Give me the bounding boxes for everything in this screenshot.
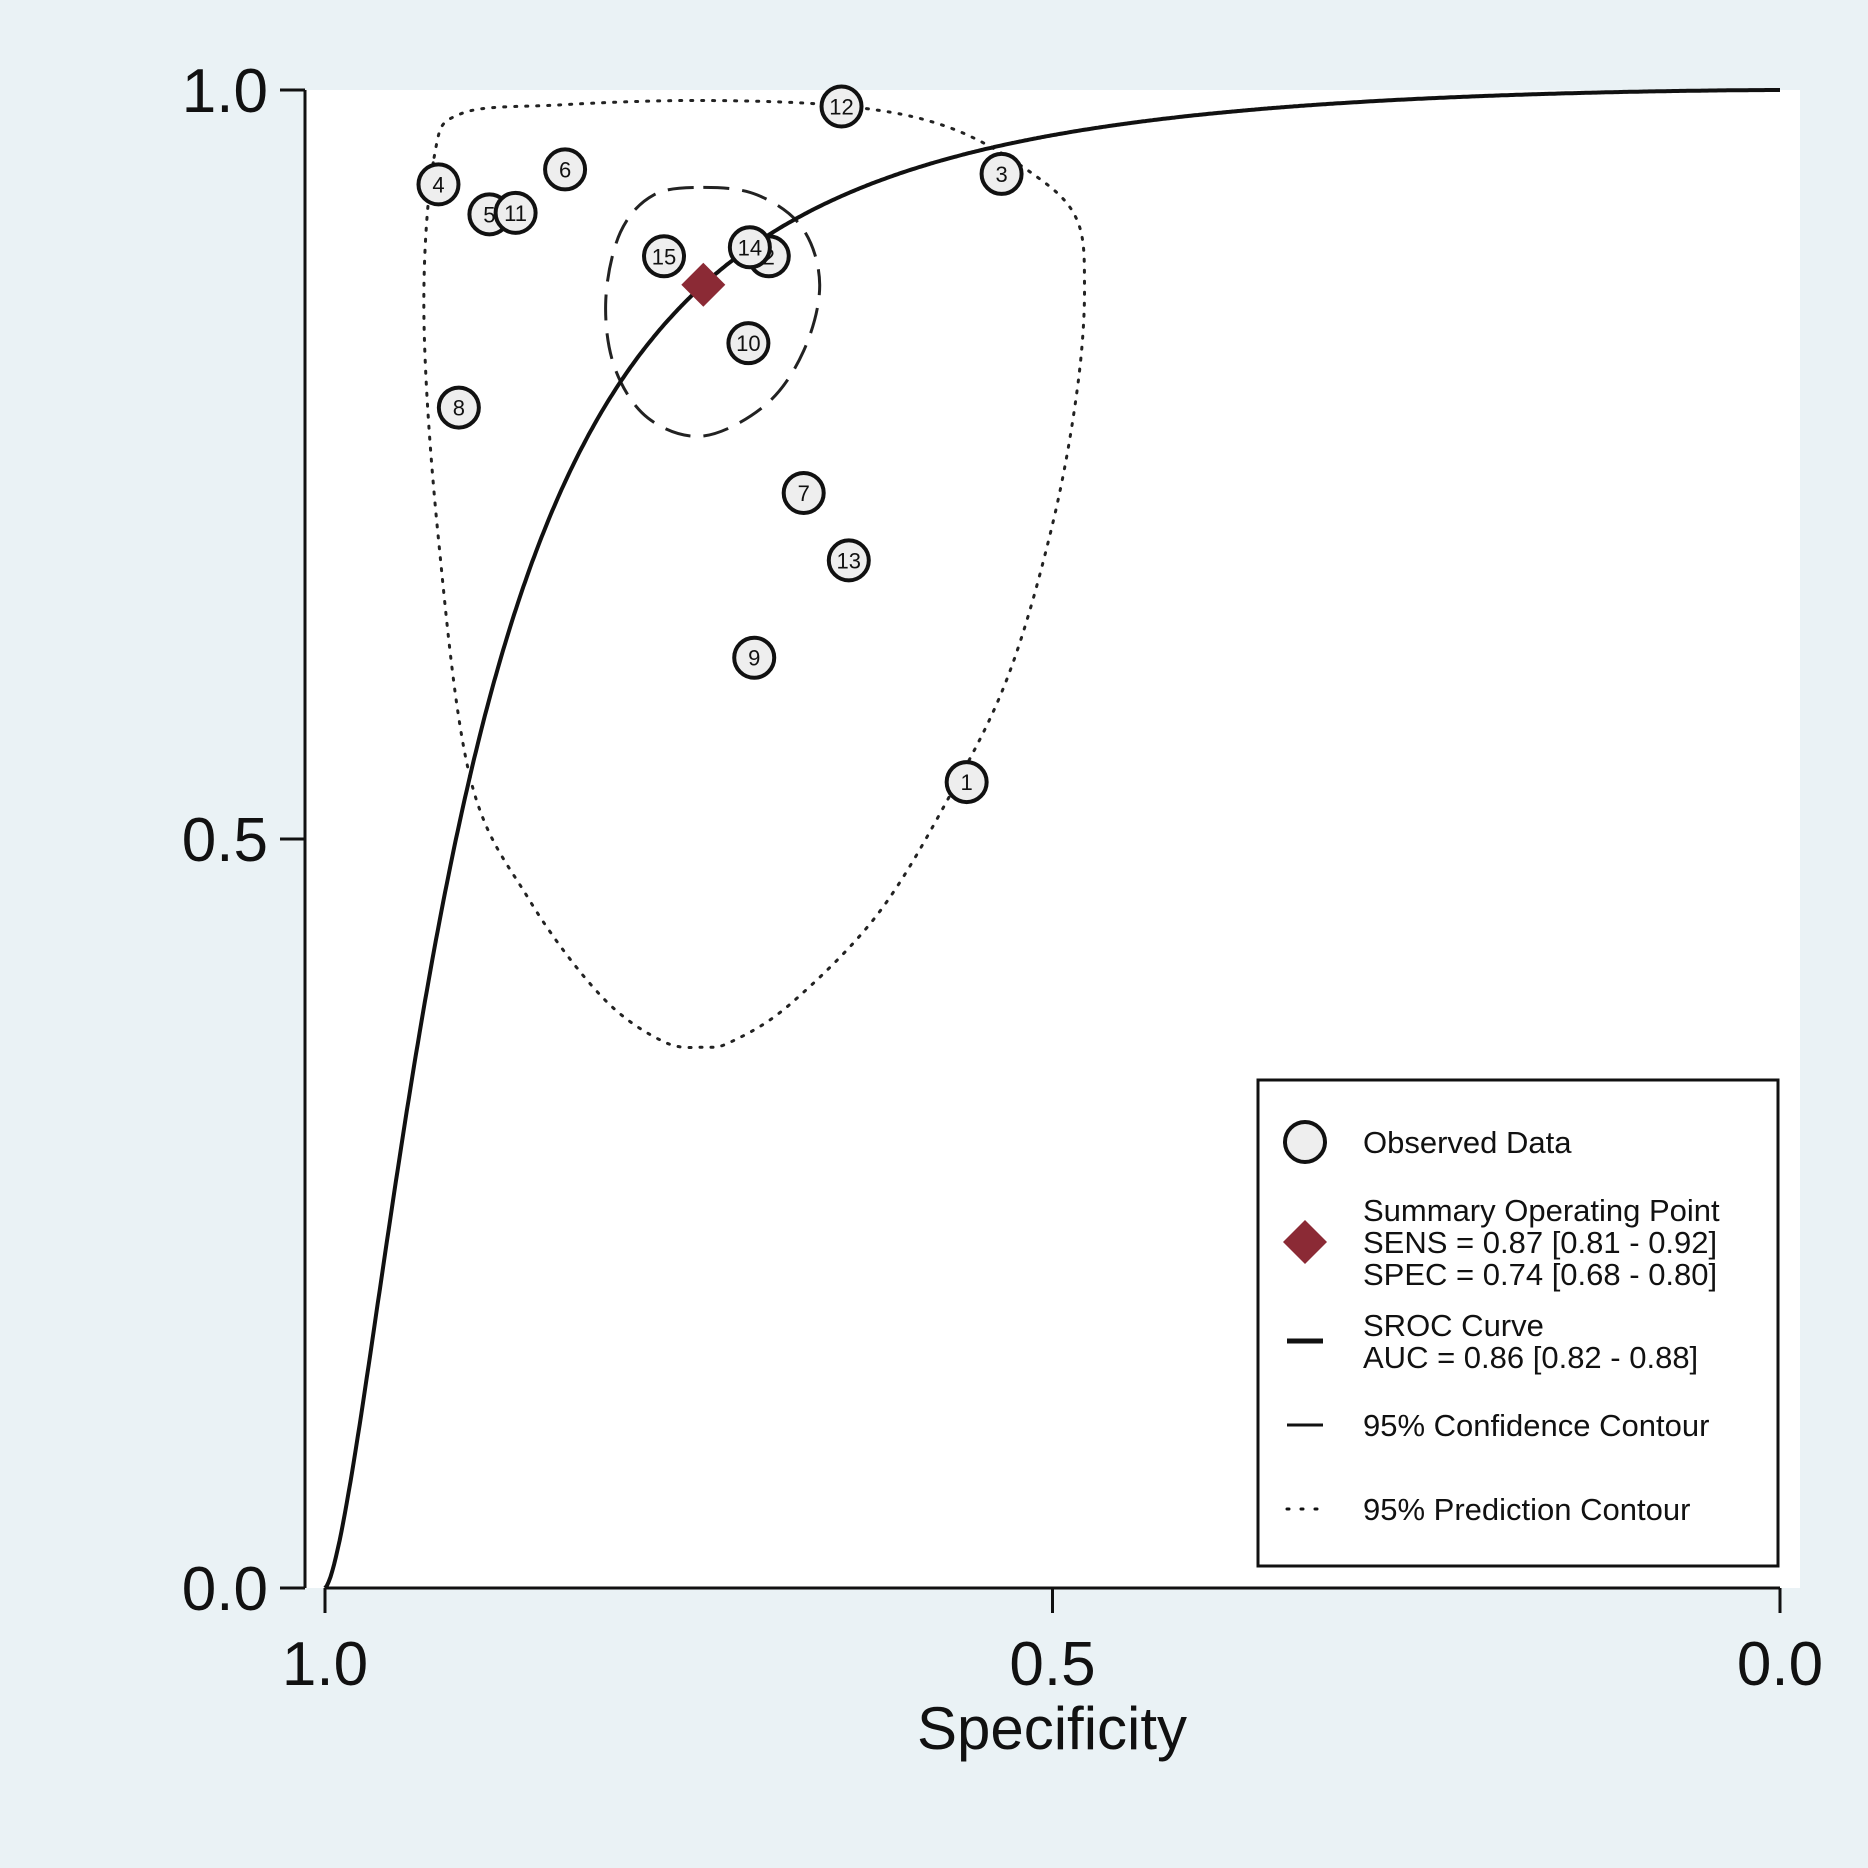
summary-point	[681, 262, 726, 307]
observed-point-marker	[642, 234, 687, 279]
y-tick-label: 0.5	[182, 806, 268, 875]
observed-point-marker	[819, 84, 864, 129]
y-tick-label: 0.0	[182, 1555, 268, 1624]
observed-point-marker	[781, 470, 826, 515]
observed-point-label: 12	[829, 94, 853, 119]
legend-text: 95% Confidence Contour	[1363, 1408, 1709, 1443]
legend: Observed Data Summary Operating PointSENS…	[1256, 1078, 1780, 1568]
observed-point-marker	[436, 385, 481, 430]
legend-box	[1256, 1078, 1780, 1568]
observed-point-label: 14	[738, 235, 762, 260]
observed-point-marker	[979, 151, 1024, 196]
observed-point-7: 7	[781, 470, 826, 515]
legend-text: AUC = 0.86 [0.82 - 0.88]	[1363, 1340, 1698, 1375]
observed-point-11: 11	[493, 190, 538, 235]
legend-text: SROC Curve	[1363, 1308, 1544, 1343]
observed-point-13: 13	[826, 538, 871, 583]
legend-text: Summary Operating Point	[1363, 1193, 1720, 1228]
observed-point-marker	[727, 225, 772, 270]
observed-point-label: 13	[837, 548, 861, 573]
y-tick-label: 1.0	[182, 57, 268, 126]
observed-point-label: 5	[483, 202, 495, 227]
confidence-contour	[604, 185, 822, 438]
observed-point-3: 3	[979, 151, 1024, 196]
x-axis-title: Specificity	[917, 1695, 1187, 1762]
axes: 0.0 0.5 1.0 1.0 0.5 0.0	[182, 57, 1823, 1699]
observed-point-15: 15	[642, 234, 687, 279]
observed-point-marker	[543, 147, 588, 192]
x-tick-label: 0.5	[1009, 1630, 1095, 1699]
observed-point-label: 15	[652, 244, 676, 269]
observed-point-marker	[944, 760, 989, 805]
x-tick-label: 0.0	[1737, 1630, 1823, 1699]
legend-text: SPEC = 0.74 [0.68 - 0.80]	[1363, 1257, 1717, 1292]
legend-item-dotted-line: 95% Prediction Contour	[1285, 1492, 1690, 1527]
observed-point-marker	[732, 635, 777, 680]
observed-point-label: 3	[995, 162, 1007, 187]
observed-point-label: 8	[453, 396, 465, 421]
legend-item-circle: Observed Data	[1283, 1120, 1572, 1164]
observed-point-6: 6	[543, 147, 588, 192]
summary-diamond	[681, 262, 726, 307]
observed-point-10: 10	[726, 321, 771, 366]
observed-point-label: 7	[798, 481, 810, 506]
sroc-curve	[323, 88, 1780, 1590]
observed-point-14: 14	[727, 225, 772, 270]
x-tick-label: 1.0	[282, 1630, 368, 1699]
observed-point-marker	[416, 162, 461, 207]
observed-point-8: 8	[436, 385, 481, 430]
observed-point-marker	[493, 190, 538, 235]
legend-circle-symbol	[1283, 1120, 1327, 1164]
observed-point-label: 11	[504, 201, 527, 226]
observed-point-marker	[826, 538, 871, 583]
observed-points: 123456789101112131415	[416, 84, 1024, 805]
legend-text: 95% Prediction Contour	[1363, 1492, 1690, 1527]
observed-point-label: 9	[748, 646, 760, 671]
observed-point-9: 9	[732, 635, 777, 680]
observed-point-label: 6	[559, 157, 571, 182]
legend-item-dashed-line: 95% Confidence Contour	[1287, 1408, 1709, 1443]
observed-point-marker	[726, 321, 771, 366]
observed-point-12: 12	[819, 84, 864, 129]
legend-text: SENS = 0.87 [0.81 - 0.92]	[1363, 1225, 1717, 1260]
legend-text: Observed Data	[1363, 1125, 1572, 1160]
observed-point-1: 1	[944, 760, 989, 805]
legend-diamond-symbol	[1283, 1220, 1327, 1264]
observed-point-label: 1	[961, 770, 973, 795]
observed-point-label: 10	[736, 331, 760, 356]
observed-point-4: 4	[416, 162, 461, 207]
observed-point-label: 4	[432, 172, 444, 197]
